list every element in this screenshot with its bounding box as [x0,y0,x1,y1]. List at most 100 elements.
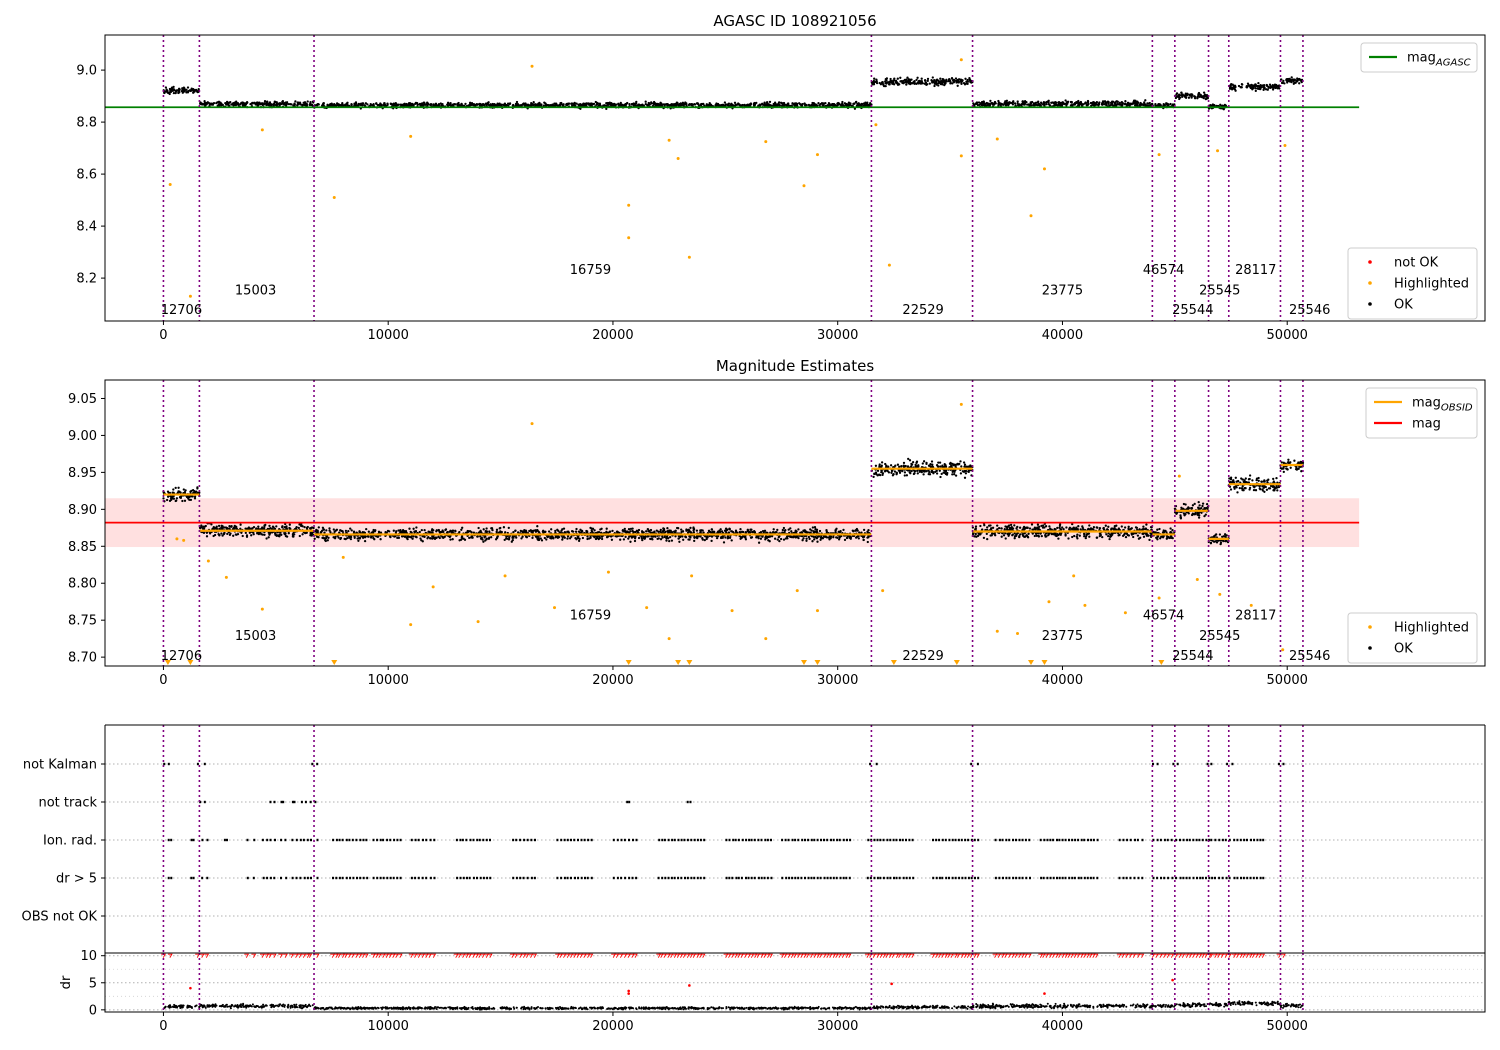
ok-point [753,103,757,106]
ok-point [1263,87,1266,90]
ok-point [730,102,733,105]
ok-point [480,531,483,534]
ok-point [986,537,989,541]
ok-point [212,101,216,105]
ok-point [596,536,599,539]
ok-point [966,78,969,82]
ok-point [262,527,266,531]
ok-point [949,82,952,85]
ok-point [1040,102,1043,105]
ok-point [964,469,968,473]
ok-point [764,538,767,541]
ok-point [591,527,595,530]
ok-point [561,538,564,541]
ok-point [720,530,724,533]
ok-point [990,102,993,105]
ok-point [917,82,920,85]
ok-point [268,533,271,536]
ok-point [811,101,814,105]
ok-point [1180,91,1183,94]
ok-point [787,528,790,531]
ok-point [890,469,894,473]
ok-point [248,531,251,534]
ok-point [401,528,405,532]
ok-point [911,461,915,464]
ok-point [298,523,301,526]
ok-point [925,462,928,466]
ok-point [406,537,409,541]
ok-point [1132,102,1135,105]
ok-point [1090,104,1093,107]
panel-magnitude-estimates: Magnitude Estimates127061500316759225292… [68,357,1486,688]
ok-point [763,103,767,106]
ok-point [1053,104,1057,107]
ok-point [703,104,706,107]
ok-point [976,103,980,107]
ok-point [485,527,488,530]
ok-point [902,79,905,83]
ok-point [415,526,418,529]
legend-bottom-label: not OK [1394,256,1439,271]
ok-point [705,103,708,106]
ok-point [857,537,860,540]
ok-point [215,101,218,105]
ok-point [171,496,174,499]
ok-point [938,469,941,472]
ok-point [866,536,869,539]
ok-point [800,104,804,107]
ok-point [1251,86,1254,89]
ok-point [1292,78,1295,81]
ok-point [903,471,907,474]
ok-point [933,84,936,88]
ok-point [943,83,946,87]
ok-point [905,474,909,477]
ok-point [464,102,467,106]
ok-point [1021,100,1024,103]
ok-point [1290,79,1293,82]
ok-point [1196,95,1200,98]
ok-point [941,464,944,467]
ok-point [896,77,899,80]
ok-point [1166,103,1170,107]
ok-point [874,471,878,474]
ok-point [824,101,827,105]
ok-point [908,79,911,83]
ok-point [536,525,539,528]
ok-point [784,528,787,532]
ok-point [1000,527,1003,530]
ok-point [862,528,866,532]
ok-point [1146,102,1149,105]
ok-point [166,490,170,493]
ok-point [472,531,476,534]
ok-point [1113,104,1117,107]
ok-point [1023,99,1027,103]
ok-point [631,529,634,533]
ok-point [805,104,808,107]
ok-point [504,531,507,534]
ok-point [954,77,958,80]
ok-point [555,535,558,538]
ok-point [178,490,181,493]
ok-point [866,531,869,534]
ok-point [593,529,596,532]
ok-point [899,76,902,79]
ok-point [186,91,190,94]
ok-point [446,101,450,104]
ok-point [693,539,696,543]
ok-point [898,465,901,468]
ok-point [827,102,831,105]
ok-point [258,102,261,105]
ok-point [610,538,614,541]
ok-point [589,526,592,530]
ok-point [802,529,805,532]
ok-point [746,103,749,107]
ok-point [542,104,546,107]
ok-point [553,102,556,105]
ok-point [218,534,221,537]
ok-point [1283,82,1286,85]
ok-point [1120,525,1123,528]
ok-point [813,526,817,529]
ok-point [581,536,585,540]
ok-point [647,530,650,533]
ok-point [682,538,685,541]
